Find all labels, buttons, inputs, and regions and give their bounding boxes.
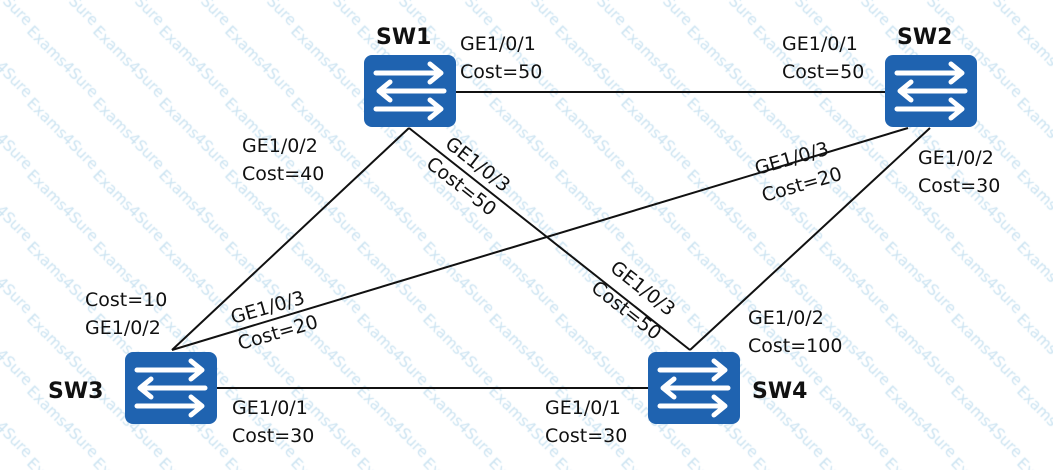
cost-label: Cost=30 (232, 425, 314, 447)
switch-icon-sw4[interactable] (648, 352, 740, 424)
port-label: GE1/0/2 (748, 307, 824, 329)
switch-name-sw3: SW3 (48, 379, 103, 404)
port-label: GE1/0/1 (460, 33, 536, 55)
switch-icon-sw3[interactable] (125, 352, 217, 424)
cost-label: Cost=30 (545, 425, 627, 447)
port-label: GE1/0/1 (232, 397, 308, 419)
cost-label: Cost=10 (85, 289, 167, 311)
port-label: GE1/0/1 (545, 397, 621, 419)
switch-name-sw2: SW2 (897, 25, 952, 50)
switch-icon-sw2[interactable] (885, 55, 977, 127)
port-label: GE1/0/2 (85, 317, 161, 339)
cost-label: Cost=40 (242, 163, 324, 185)
link-sw1-sw4 (408, 127, 691, 351)
links (171, 91, 931, 389)
port-label: GE1/0/2 (242, 135, 318, 157)
port-label: GE1/0/1 (782, 33, 858, 55)
switch-name-sw1: SW1 (376, 25, 431, 50)
link-sw2-sw4 (689, 127, 931, 351)
cost-label: Cost=100 (748, 335, 842, 357)
switch-name-sw4: SW4 (752, 379, 807, 404)
cost-label: Cost=30 (918, 175, 1000, 197)
port-labels: GE1/0/1 Cost=50 GE1/0/1 Cost=50 GE1/0/2 … (85, 33, 1000, 447)
cost-label: Cost=50 (782, 61, 864, 83)
link-sw2-sw3 (171, 127, 909, 351)
switch-icon-sw1[interactable] (364, 55, 456, 127)
port-label: GE1/0/2 (918, 147, 994, 169)
switches: SW1 SW2 SW3 SW4 (48, 25, 977, 424)
link-sw1-sw3 (171, 127, 410, 351)
cost-label: Cost=50 (460, 61, 542, 83)
